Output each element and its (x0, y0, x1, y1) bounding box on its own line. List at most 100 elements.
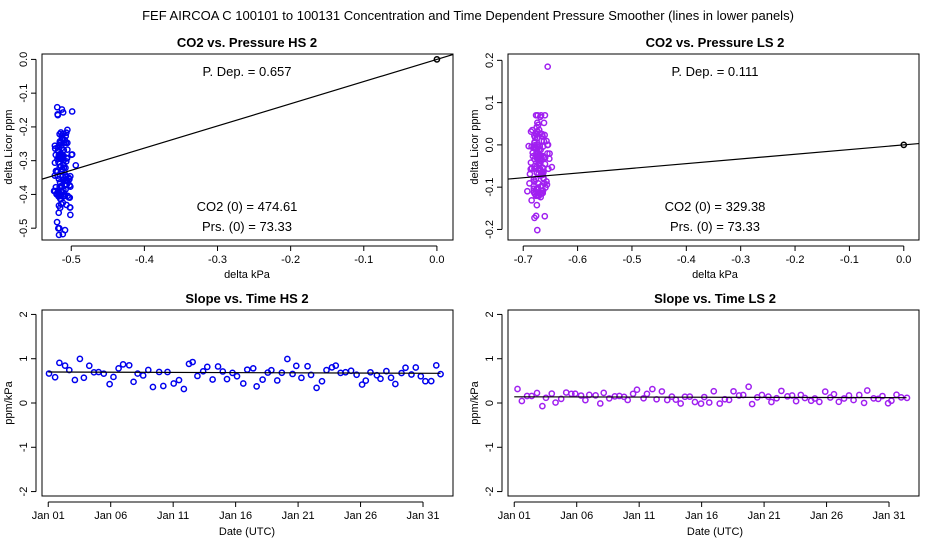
data-point (60, 157, 67, 164)
data-point (149, 383, 157, 391)
x-tick-label: -0.7 (514, 254, 533, 266)
data-point (592, 392, 599, 399)
y-tick-label: 2 (484, 311, 496, 317)
data-point (61, 226, 69, 234)
data-point (705, 399, 713, 406)
data-point (289, 370, 296, 378)
co2-annotation: CO2 (0) = 474.61 (197, 199, 298, 214)
data-point (649, 385, 656, 393)
marks-layer (514, 383, 911, 410)
data-point (640, 394, 647, 402)
data-point (658, 388, 666, 395)
data-point (199, 367, 207, 375)
y-tick-label: -1 (18, 442, 30, 452)
marks-layer (508, 63, 919, 234)
data-point (64, 192, 71, 200)
y-tick-label: 2 (18, 311, 30, 317)
x-tick-label: -0.3 (208, 254, 227, 266)
data-point (76, 355, 84, 363)
data-point (63, 176, 70, 184)
data-point (562, 389, 570, 396)
y-tick-label: -0.1 (484, 178, 496, 197)
data-point (214, 363, 222, 370)
data-point (541, 212, 549, 220)
data-point (362, 377, 370, 385)
data-point (633, 386, 641, 394)
data-point (119, 361, 127, 368)
data-point (273, 377, 281, 384)
data-point (548, 163, 556, 171)
data-point (408, 371, 415, 378)
data-point (548, 390, 556, 397)
x-tick-label: Jan 16 (219, 510, 252, 522)
data-point (537, 190, 544, 198)
x-tick-label: Jan 21 (748, 510, 781, 522)
data-point (60, 146, 68, 154)
data-point (596, 400, 604, 407)
data-point (313, 384, 320, 392)
data-point (115, 365, 122, 372)
panel-ls-time: Slope vs. Time LS 2 Jan 01 Jan 06 Jan 11 Ja… (469, 291, 920, 538)
data-point (134, 370, 142, 377)
data-point (721, 395, 729, 403)
data-point (358, 381, 366, 388)
data-point (57, 200, 65, 208)
data-point (392, 380, 399, 388)
data-point (64, 146, 71, 153)
x-tick-label: Jan 26 (810, 510, 843, 522)
data-point (219, 368, 227, 375)
data-point (175, 376, 183, 384)
data-point (239, 380, 247, 387)
data-point (811, 395, 819, 402)
data-point (125, 361, 133, 369)
data-point (170, 380, 178, 387)
x-tick-label: -0.5 (62, 254, 81, 266)
co2-annotation: CO2 (0) = 329.38 (665, 199, 766, 214)
prs-annotation: Prs. (0) = 73.33 (202, 219, 292, 234)
x-tick-label: -0.4 (135, 254, 154, 266)
data-point (353, 371, 360, 379)
data-point (57, 152, 65, 160)
data-point (412, 364, 420, 371)
data-point (778, 387, 785, 395)
data-point (672, 396, 680, 404)
x-axis: -0.7 -0.6 -0.5 -0.4 -0.3 -0.2 -0.1 0.0 (514, 245, 911, 266)
data-point (233, 372, 241, 380)
data-point (53, 103, 61, 111)
y-tick-label: 0.0 (18, 52, 30, 67)
y-axis-label: ppm/kPa (469, 380, 481, 424)
y-tick-label: -0.4 (18, 185, 30, 204)
data-point (52, 183, 60, 191)
x-axis-label: Date (UTC) (219, 526, 275, 538)
plot-frame (507, 309, 920, 497)
y-axis: 0.0 -0.1 -0.2 -0.3 -0.4 -0.5 (18, 52, 37, 238)
data-point (773, 394, 780, 402)
x-tick-label: Jan 11 (157, 510, 189, 522)
fit-line (508, 142, 919, 180)
marks-layer (42, 54, 453, 239)
data-point (541, 111, 549, 119)
data-point (542, 394, 550, 402)
data-point (532, 212, 540, 220)
data-point (525, 142, 533, 150)
data-point (821, 388, 829, 395)
data-point (437, 370, 444, 378)
x-tick-label: -0.6 (568, 254, 587, 266)
prs-annotation: Prs. (0) = 73.33 (670, 219, 760, 234)
data-point (835, 398, 843, 406)
panel-title: CO2 vs. Pressure LS 2 (646, 35, 785, 50)
data-point (68, 151, 76, 158)
data-point (106, 380, 113, 388)
data-point (51, 159, 59, 167)
marks-layer (45, 355, 444, 393)
data-point (600, 389, 608, 397)
y-tick-label: -0.2 (484, 220, 496, 239)
panel-hs-time: Slope vs. Time HS 2 Jan 01 Jan 06 Jan 11 Ja… (3, 291, 454, 538)
x-tick-label: Jan 16 (685, 510, 718, 522)
data-point (72, 161, 80, 169)
data-point (557, 395, 565, 403)
data-point (80, 374, 88, 382)
data-point (62, 132, 70, 140)
data-point (816, 398, 823, 406)
